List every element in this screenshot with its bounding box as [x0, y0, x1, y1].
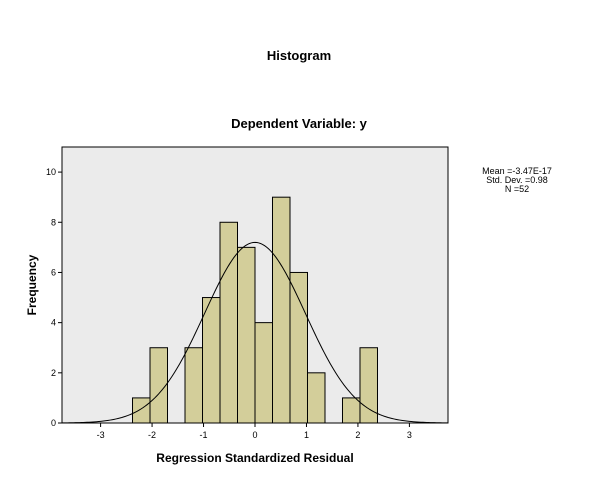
histogram-bar — [271, 196, 291, 424]
x-tick-label: 2 — [355, 430, 360, 440]
histogram-bar — [149, 347, 169, 424]
histogram-bar — [132, 397, 151, 424]
chart-title: Histogram — [267, 48, 331, 63]
x-axis-label: Regression Standardized Residual — [156, 451, 353, 465]
histogram-bar — [202, 297, 221, 424]
bars-group — [132, 196, 378, 424]
y-axis: 0 2 4 6 8 10 — [46, 167, 62, 428]
x-tick-label: 3 — [407, 430, 412, 440]
chart-subtitle: Dependent Variable: y — [231, 116, 368, 131]
stats-line: N =52 — [505, 184, 529, 194]
histogram-bar — [341, 397, 361, 424]
y-tick-label: 8 — [51, 217, 56, 227]
histogram-bar — [219, 221, 239, 424]
y-tick-label: 2 — [51, 368, 56, 378]
y-tick-label: 10 — [46, 167, 56, 177]
y-tick-label: 4 — [51, 318, 56, 328]
histogram-bar — [254, 322, 273, 424]
x-tick-label: -2 — [148, 430, 156, 440]
normal-curve — [61, 241, 449, 424]
stats-line: Mean =-3.47E-17 — [482, 166, 552, 176]
y-axis-label: Frequency — [25, 254, 39, 315]
y-tick-label: 0 — [51, 418, 56, 428]
x-tick-label: 0 — [252, 430, 257, 440]
histogram-bar — [306, 372, 326, 424]
histogram-bar — [184, 347, 204, 424]
histogram-bar — [289, 271, 308, 424]
x-tick-label: -3 — [97, 430, 105, 440]
stats-line: Std. Dev. =0.98 — [486, 175, 548, 185]
histogram-bar — [237, 246, 256, 424]
histogram-bar — [359, 347, 378, 424]
x-tick-label: 1 — [304, 430, 309, 440]
y-tick-label: 6 — [51, 267, 56, 277]
x-tick-label: -1 — [200, 430, 208, 440]
x-axis: -3 -2 -1 0 1 2 3 — [97, 423, 412, 440]
